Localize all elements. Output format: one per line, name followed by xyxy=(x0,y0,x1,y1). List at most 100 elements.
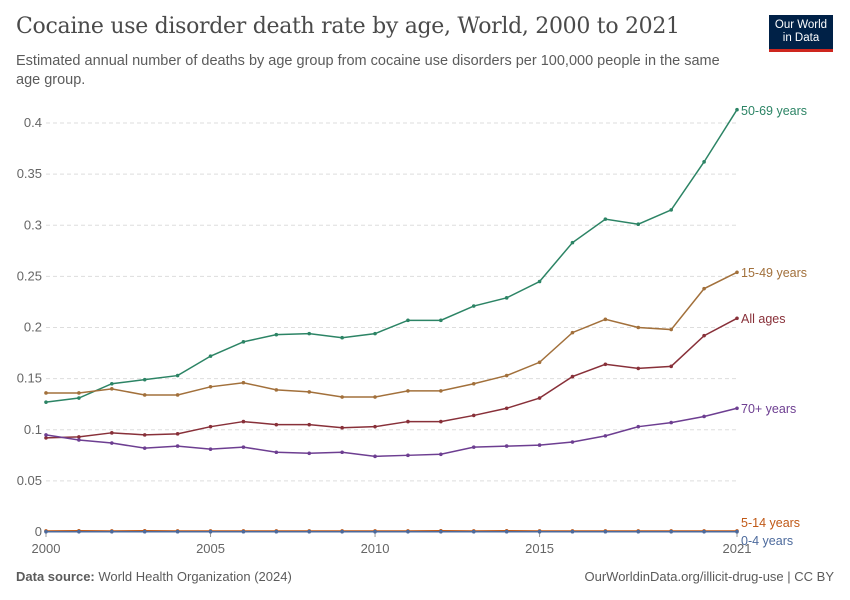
data-point xyxy=(669,529,673,534)
data-point xyxy=(636,529,641,534)
data-point xyxy=(537,396,542,400)
data-point xyxy=(175,373,180,378)
series-line xyxy=(46,271,738,398)
data-point xyxy=(274,422,279,427)
x-tick-label: 2000 xyxy=(32,541,61,556)
data-point xyxy=(471,304,476,308)
x-tick-label: 2015 xyxy=(525,541,554,556)
data-point xyxy=(471,445,476,449)
data-point xyxy=(669,208,673,212)
data-point xyxy=(175,529,180,534)
data-point xyxy=(636,325,641,330)
data-point xyxy=(702,333,706,338)
data-point xyxy=(603,362,608,367)
data-point xyxy=(471,413,476,418)
data-point xyxy=(142,529,147,534)
footer-link[interactable]: OurWorldinData.org/illicit-drug-use | CC… xyxy=(584,569,835,584)
data-point xyxy=(504,296,509,300)
data-point xyxy=(241,419,246,424)
data-point xyxy=(340,335,344,340)
series-label: 70+ years xyxy=(741,402,796,416)
data-point xyxy=(274,529,279,534)
data-point xyxy=(636,222,641,227)
data-point xyxy=(241,340,246,344)
data-point xyxy=(208,385,213,389)
data-point xyxy=(702,286,706,291)
data-point xyxy=(77,435,81,439)
data-point xyxy=(735,406,739,411)
data-point xyxy=(406,389,410,393)
data-point xyxy=(636,424,641,429)
data-point xyxy=(439,452,443,457)
y-tick-label: 0.25 xyxy=(17,268,42,283)
data-point xyxy=(537,529,542,534)
data-point xyxy=(208,447,213,451)
y-tick-label: 0.15 xyxy=(17,371,42,386)
data-point xyxy=(603,434,608,438)
data-point xyxy=(537,360,542,365)
data-point xyxy=(274,332,279,337)
source-value[interactable]: World Health Organization (2024) xyxy=(98,569,292,584)
data-point xyxy=(603,317,608,322)
data-point xyxy=(208,529,213,534)
data-point xyxy=(307,529,312,534)
data-point xyxy=(570,374,575,379)
data-point xyxy=(373,395,377,399)
series-label: 5-14 years xyxy=(741,516,800,530)
data-point xyxy=(241,529,246,534)
y-tick-label: 0 xyxy=(35,524,42,539)
data-point xyxy=(735,316,739,321)
data-point xyxy=(702,529,706,534)
data-point xyxy=(77,438,81,442)
data-point xyxy=(110,381,114,386)
data-point xyxy=(373,424,377,429)
data-point xyxy=(702,160,706,164)
series-label: All ages xyxy=(741,312,785,326)
series-line xyxy=(45,407,738,458)
data-point xyxy=(406,529,410,534)
data-point xyxy=(110,387,114,391)
chart-title: Cocaine use disorder death rate by age, … xyxy=(16,14,680,39)
data-point xyxy=(669,327,673,332)
data-point xyxy=(735,529,739,534)
y-tick-label: 0.2 xyxy=(24,320,42,335)
x-tick-label: 2021 xyxy=(723,541,752,556)
data-point xyxy=(504,529,509,534)
y-tick-label: 0.4 xyxy=(24,115,42,130)
data-point xyxy=(44,433,48,437)
data-point xyxy=(142,393,147,397)
data-point xyxy=(406,453,410,458)
data-point xyxy=(110,431,114,435)
series-label: 15-49 years xyxy=(741,266,807,280)
data-point xyxy=(307,451,312,456)
y-tick-label: 0.1 xyxy=(24,422,42,437)
data-point xyxy=(44,529,48,534)
data-point xyxy=(142,446,147,450)
series-label: 50-69 years xyxy=(741,104,807,118)
data-point xyxy=(307,390,312,394)
source-label: Data source: xyxy=(16,569,95,584)
y-tick-label: 0.05 xyxy=(17,473,42,488)
data-point xyxy=(175,432,180,436)
data-point xyxy=(471,529,476,534)
data-point xyxy=(406,419,410,424)
data-point xyxy=(44,391,48,395)
x-tick-label: 2010 xyxy=(361,541,390,556)
data-point xyxy=(735,107,739,112)
data-point xyxy=(439,318,443,323)
data-point xyxy=(406,318,410,323)
data-point xyxy=(735,270,739,275)
data-point xyxy=(603,529,608,534)
data-point xyxy=(110,441,114,445)
data-point xyxy=(570,240,575,245)
data-point xyxy=(77,396,81,400)
owid-logo[interactable]: Our World in Data xyxy=(769,15,833,52)
data-point xyxy=(702,414,706,419)
data-point xyxy=(504,444,509,448)
data-point xyxy=(373,454,377,459)
data-point xyxy=(537,279,542,284)
chart-subtitle: Estimated annual number of deaths by age… xyxy=(16,53,720,88)
data-point xyxy=(241,445,246,449)
data-point xyxy=(307,422,312,427)
